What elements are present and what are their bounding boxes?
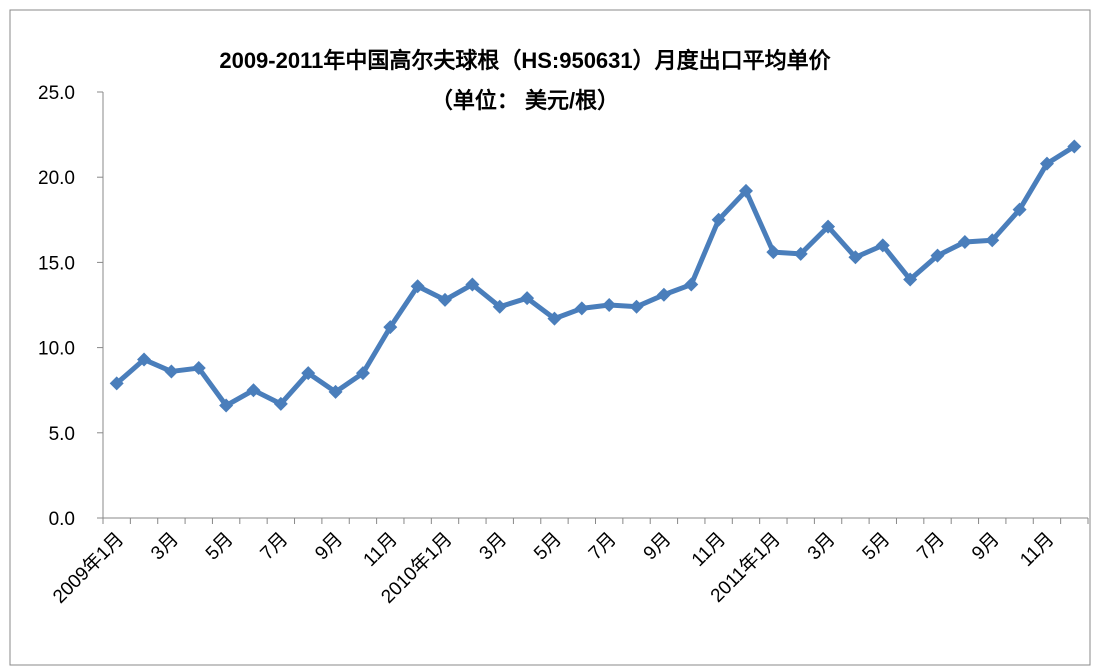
y-tick-label: 5.0 [49,424,75,445]
data-point [629,299,644,314]
data-point [684,277,699,292]
data-point [410,279,425,294]
data-point [574,301,589,316]
data-point [738,183,753,198]
y-tick-label: 25.0 [38,83,75,104]
y-tick-label: 0.0 [49,509,75,530]
data-point [766,245,781,260]
data-point [875,238,890,253]
y-tick-label: 10.0 [38,339,75,360]
data-point [848,250,863,265]
chart-title: 2009-2011年中国高尔夫球根（HS:950631）月度出口平均单价 [219,48,831,73]
data-point [137,352,152,367]
data-point [273,396,288,411]
data-point [438,292,453,307]
data-point [793,246,808,261]
data-point [656,287,671,302]
data-point [547,311,562,326]
data-point [246,383,261,398]
data-point [1039,156,1054,171]
data-point [219,398,234,413]
chart-subtitle: （单位： 美元/根） [431,88,619,113]
data-point [383,320,398,335]
data-point [520,291,535,306]
chart-border [9,9,1091,666]
data-point [985,233,1000,248]
data-point [492,299,507,314]
data-point [355,366,370,381]
y-tick-label: 20.0 [38,168,75,189]
data-point [903,272,918,287]
data-point [1012,202,1027,217]
data-point [328,384,343,399]
data-point [465,277,480,292]
data-point [191,361,206,376]
data-point [301,366,316,381]
data-point [109,376,124,391]
data-point [821,219,836,234]
data-point [1067,139,1082,154]
data-point [164,364,179,379]
data-point [602,298,617,312]
data-point [930,248,945,263]
data-point [957,234,972,249]
y-tick-label: 15.0 [38,253,75,274]
data-point [711,212,726,227]
